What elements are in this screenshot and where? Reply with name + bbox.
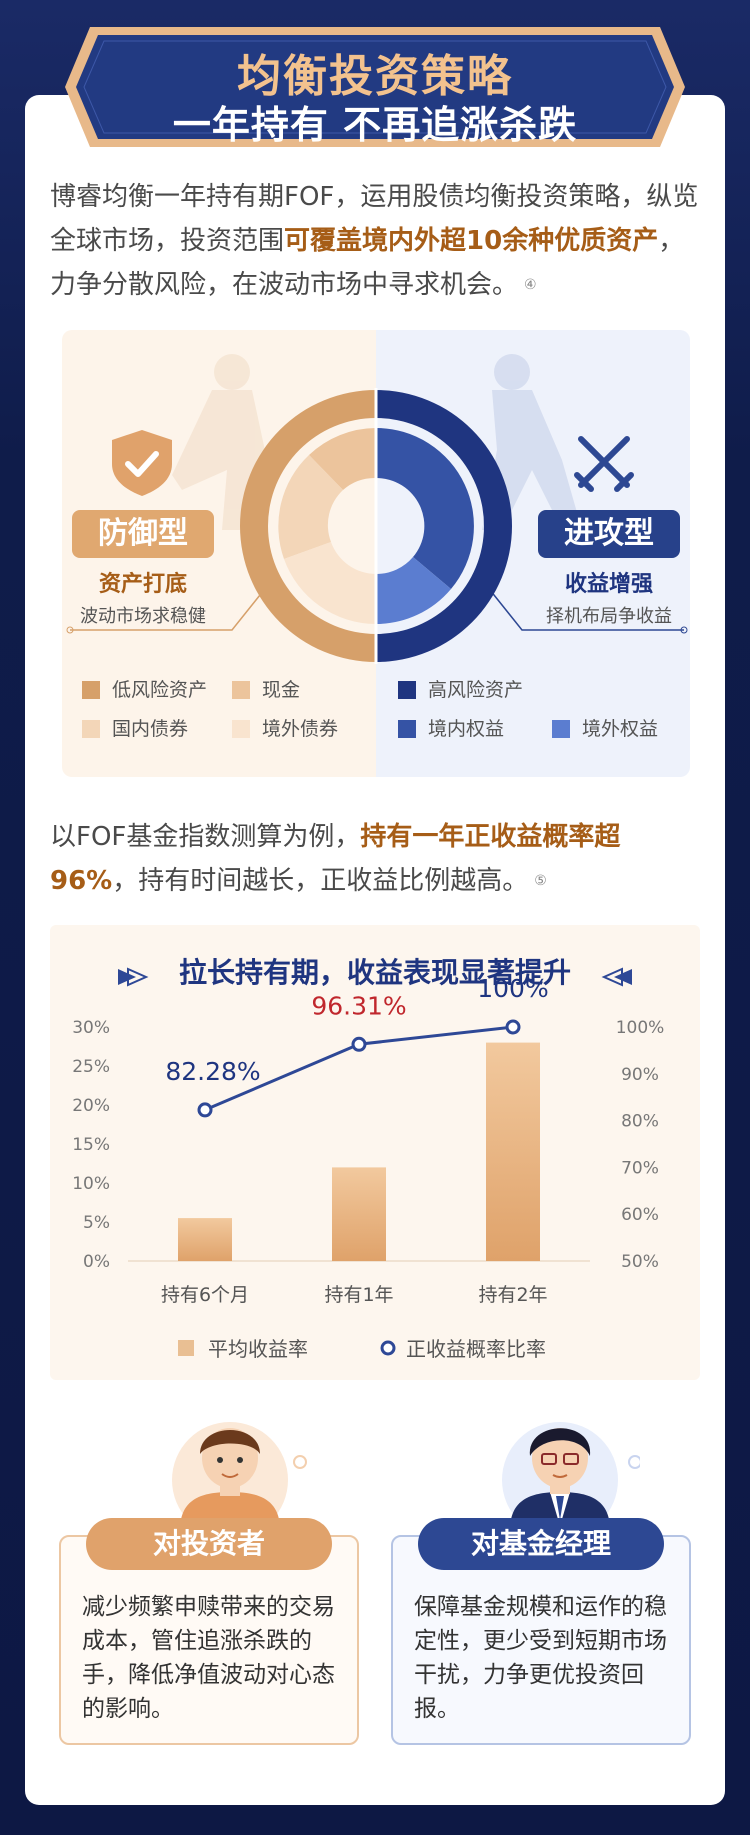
y-left-tick-label: 10% — [72, 1174, 110, 1194]
legend-cash: 现金 — [232, 677, 300, 703]
manager-tag: 对基金经理 — [418, 1518, 664, 1570]
intro-highlight: 可覆盖境内外超10余种优质资产 — [284, 226, 659, 256]
investor-card — [59, 1535, 359, 1745]
manager-text: 保障基金规模和运作的稳定性，更少受到短期市场干扰，力争更优投资回报。 — [414, 1594, 667, 1722]
attack-subtitle: 收益增强 — [564, 572, 653, 597]
defense-tag: 防御型 — [72, 510, 214, 558]
defense-subtitle: 资产打底 — [98, 572, 187, 597]
legend-line-label: 正收益概率比率 — [406, 1337, 546, 1361]
legend-swatch — [232, 720, 250, 738]
attack-connector — [481, 579, 684, 631]
investor-avatar — [172, 1422, 307, 1530]
y-left-tick-label: 15% — [72, 1135, 110, 1155]
banner-title: 均衡投资策略 — [237, 51, 513, 102]
donut-low-risk — [240, 390, 376, 662]
investor-tag: 对投资者 — [86, 1518, 332, 1570]
y-right-tick-label: 60% — [621, 1205, 659, 1225]
y-left-tick-label: 25% — [72, 1057, 110, 1077]
y-right-tick-label: 70% — [621, 1158, 659, 1178]
title-arrow-left-outline-icon — [127, 967, 149, 987]
asset-allocation-panel — [62, 330, 690, 777]
data-label: 100% — [477, 974, 548, 1003]
asset-donut-chart — [240, 388, 512, 664]
bar-avg-return — [178, 1218, 232, 1261]
banner-subtitle: 一年持有 不再追涨杀跌 — [172, 103, 578, 147]
legend-swatch — [82, 681, 100, 699]
legend-swatch — [398, 720, 416, 738]
legend-line-marker — [380, 1340, 396, 1356]
para2-highlight: 持有一年正收益概率超96% — [50, 822, 621, 896]
para2-text-2: ，持有时间越长，正收益比例越高。 — [112, 866, 529, 896]
crossed-swords-icon — [574, 436, 634, 492]
legend-overseas-equity: 境外权益 — [552, 716, 658, 742]
probability-paragraph: 以FOF基金指数测算为例，持有一年正收益概率超96%，持有时间越长，正收益比例越… — [50, 815, 705, 903]
y-left-tick-label: 0% — [83, 1252, 110, 1272]
donut-domestic-equity — [376, 428, 474, 589]
y-right-tick-label: 90% — [621, 1065, 659, 1085]
intro-text-1: 博睿均衡一年持有期FOF，运用股债均衡投资策略，纵览全球市场，投资范围 — [50, 182, 699, 256]
x-tick-label: 持有6个月 — [161, 1284, 249, 1306]
y-right-tick-label: 100% — [616, 1018, 665, 1038]
legend-swatch — [552, 720, 570, 738]
fencer-silhouette-left — [172, 354, 267, 530]
defense-connector — [70, 579, 273, 631]
line-point — [505, 1019, 521, 1035]
chart-canvas: 0% 5% 10% 15% 20% 25% 30% 50% 60% 70% 80% 90% 100% 持有… — [72, 967, 665, 1361]
legend-swatch — [398, 681, 416, 699]
intro-footnote: ④ — [524, 277, 537, 293]
line-point — [197, 1102, 213, 1118]
bar-avg-return — [486, 1042, 540, 1261]
donut-overseas-bond — [284, 542, 376, 624]
para2-text-1: 以FOF基金指数测算为例， — [50, 822, 361, 852]
legend-swatch — [232, 681, 250, 699]
legend-bar-swatch — [178, 1340, 194, 1356]
holding-period-chart: 0% 5% 10% 15% 20% 25% 30% 50% 60% 70% 80% 90% 100% 持有… — [50, 925, 700, 1380]
para2-footnote: ⑤ — [534, 873, 547, 889]
legend-high-risk: 高风险资产 — [398, 677, 523, 703]
y-left-tick-label: 5% — [83, 1213, 110, 1233]
bar-avg-return — [332, 1167, 386, 1261]
line-point — [351, 1036, 367, 1052]
legend-low-risk: 低风险资产 — [82, 677, 207, 703]
legend-overseas-bond: 境外债券 — [232, 716, 338, 742]
legend-swatch — [82, 720, 100, 738]
x-tick-label: 持有2年 — [478, 1284, 547, 1306]
donut-high-risk — [376, 390, 512, 662]
shield-icon — [112, 430, 172, 496]
attack-tag: 进攻型 — [538, 510, 680, 558]
chart-title: 拉长持有期，收益表现显著提升 — [178, 956, 571, 989]
donut-domestic-bond — [278, 455, 343, 559]
intro-text-2: ，力争分散风险，在波动市场中寻求机会。 — [50, 226, 685, 300]
attack-description: 择机布局争收益 — [546, 606, 672, 627]
y-left-tick-label: 20% — [72, 1096, 110, 1116]
donut-cash — [309, 428, 376, 490]
investor-text: 减少频繁申赎带来的交易成本，管住追涨杀跌的手，降低净值波动对心态的影响。 — [82, 1594, 335, 1722]
manager-avatar — [502, 1422, 640, 1530]
legend-bar-label: 平均收益率 — [208, 1337, 308, 1361]
donut-overseas-equity — [376, 557, 451, 624]
defense-description: 波动市场求稳健 — [80, 606, 206, 627]
x-tick-label: 持有1年 — [324, 1284, 393, 1306]
y-left-tick-label: 30% — [72, 1018, 110, 1038]
intro-paragraph: 博睿均衡一年持有期FOF，运用股债均衡投资策略，纵览全球市场，投资范围可覆盖境内… — [50, 175, 705, 307]
data-label: 96.31% — [311, 991, 406, 1020]
data-label: 82.28% — [165, 1057, 260, 1086]
title-banner: 均衡投资策略 一年持有 不再追涨杀跌 — [60, 22, 690, 152]
title-arrow-right-outline-icon — [601, 967, 623, 987]
y-right-tick-label: 50% — [621, 1252, 659, 1272]
attack-connector-dot — [680, 626, 688, 634]
legend-domestic-bond: 国内债券 — [82, 716, 188, 742]
defense-connector-dot — [66, 626, 74, 634]
manager-card — [391, 1535, 691, 1745]
banner-shape — [65, 27, 685, 147]
y-right-tick-label: 80% — [621, 1112, 659, 1132]
legend-domestic-equity: 境内权益 — [398, 716, 504, 742]
